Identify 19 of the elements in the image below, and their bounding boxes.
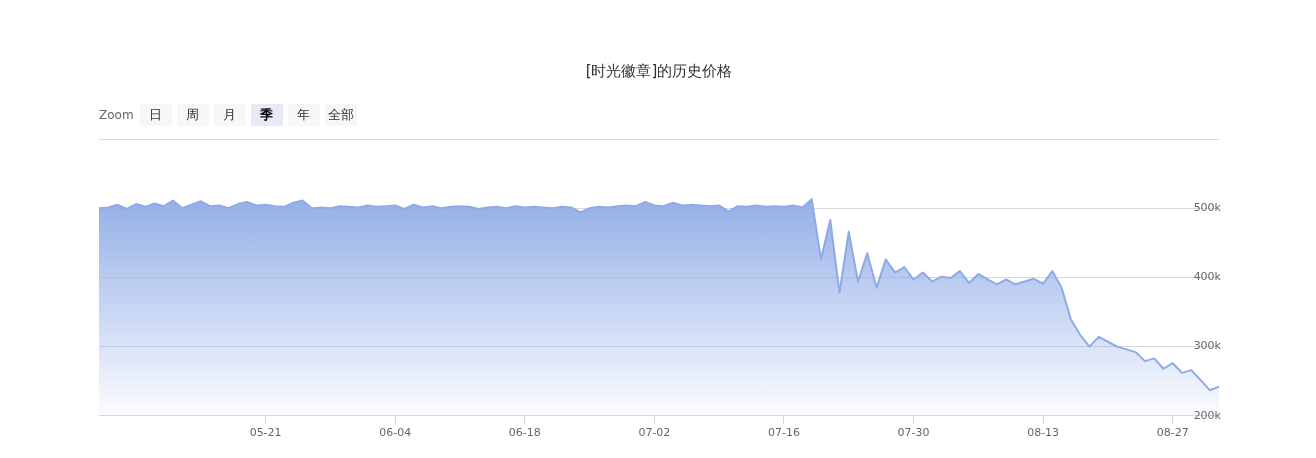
text: 日: [149, 106, 163, 124]
x-tick-label: 06-04: [379, 426, 412, 440]
x-tick-label: 07-30: [897, 426, 930, 440]
y-tick-label: 200k: [1193, 408, 1222, 422]
text: 周: [186, 106, 200, 124]
chart-title: [时光徽章]的历史价格: [584, 61, 734, 81]
y-tick-label: 500k: [1193, 201, 1222, 215]
x-tick-label: 07-16: [767, 426, 800, 440]
text: 年: [297, 106, 311, 124]
x-tick-label: 08-27: [1156, 426, 1189, 440]
text: Zoom: [99, 108, 134, 122]
x-tick-label: 07-02: [638, 426, 671, 440]
y-tick-label: 300k: [1193, 339, 1222, 353]
y-tick-label: 400k: [1193, 270, 1222, 284]
x-tick-label: 05-21: [249, 426, 282, 440]
x-tick-label: 06-18: [508, 426, 541, 440]
text: 月: [223, 106, 237, 124]
text: 季: [260, 106, 274, 124]
x-tick-label: 08-13: [1027, 426, 1060, 440]
